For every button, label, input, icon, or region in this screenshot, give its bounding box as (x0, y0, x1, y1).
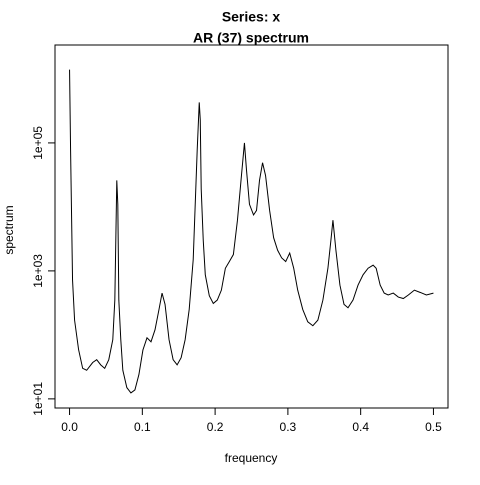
y-tick-label: 1e+03 (31, 254, 45, 288)
y-tick-label: 1e+05 (31, 126, 45, 160)
x-tick-label: 0.0 (61, 420, 78, 434)
x-tick-label: 0.3 (280, 420, 297, 434)
y-axis-label: spectrum (2, 205, 16, 254)
x-tick-label: 0.2 (207, 420, 224, 434)
chart-subtitle: AR (37) spectrum (193, 30, 309, 46)
plot-frame (54, 44, 449, 409)
spectrum-line (69, 69, 434, 394)
chart-title: Series: x (222, 9, 281, 25)
x-tick-label: 0.5 (425, 420, 442, 434)
x-tick-label: 0.1 (134, 420, 151, 434)
x-axis-label: frequency (225, 451, 278, 465)
y-tick-label: 1e+01 (31, 382, 45, 416)
x-tick-label: 0.4 (352, 420, 369, 434)
